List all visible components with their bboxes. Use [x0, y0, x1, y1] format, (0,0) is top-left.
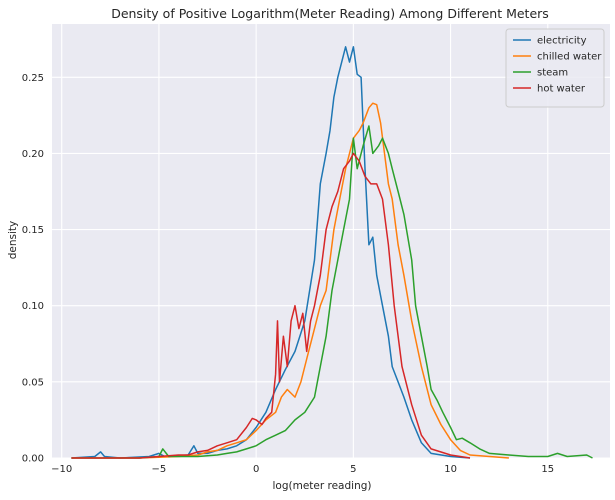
x-tick-label: 0 — [253, 464, 259, 475]
y-tick-label: 0.00 — [22, 454, 44, 465]
series-layer — [71, 46, 593, 459]
x-tick-label: −5 — [152, 464, 167, 475]
grid — [52, 24, 610, 459]
y-tick-label: 0.25 — [22, 73, 44, 84]
legend-label-electricity: electricity — [537, 36, 587, 47]
y-tick-label: 0.20 — [22, 149, 44, 160]
y-axis-label: density — [7, 221, 19, 260]
series-line-steam — [71, 125, 593, 459]
legend-label-steam: steam — [537, 68, 568, 79]
y-axis-ticks: 0.00 0.05 0.10 0.15 0.20 0.25 — [22, 73, 44, 465]
legend-label-hot-water: hot water — [537, 84, 586, 95]
y-tick-label: 0.15 — [22, 225, 44, 236]
series-line-chilled-water — [71, 102, 509, 459]
x-tick-label: 10 — [444, 464, 457, 475]
x-tick-label: 15 — [541, 464, 554, 475]
x-axis-ticks: −10 −5 0 5 10 15 — [51, 464, 554, 475]
legend-label-chilled-water: chilled water — [537, 52, 602, 63]
y-tick-label: 0.10 — [22, 301, 44, 312]
x-tick-label: 5 — [350, 464, 356, 475]
chart-title: Density of Positive Logarithm(Meter Read… — [111, 6, 549, 21]
y-tick-label: 0.05 — [22, 377, 44, 388]
x-tick-label: −10 — [51, 464, 72, 475]
series-line-hot-water — [71, 152, 471, 459]
x-axis-label: log(meter reading) — [272, 480, 371, 492]
legend: electricity chilled water steam hot water — [505, 28, 605, 108]
